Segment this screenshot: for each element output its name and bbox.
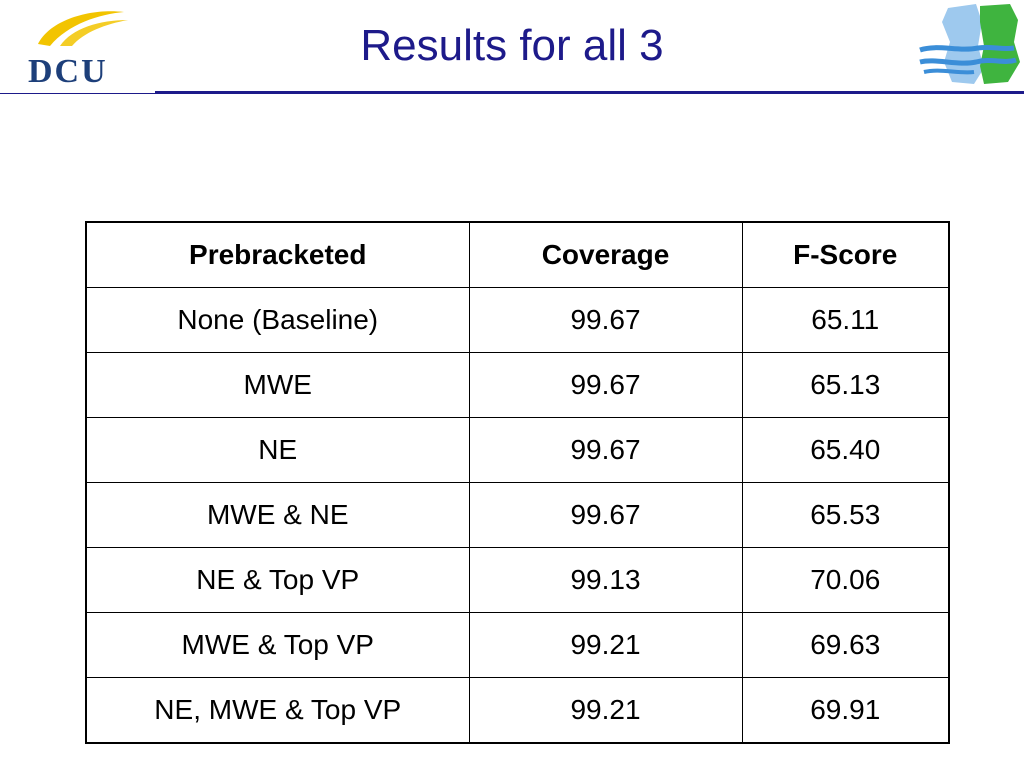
cell-f-score: 69.63	[741, 612, 950, 678]
table-row: NE 99.67 65.40	[85, 417, 950, 483]
cell-prebracketed: NE, MWE & Top VP	[85, 677, 470, 744]
cell-f-score: 69.91	[741, 677, 950, 744]
cell-f-score: 65.13	[741, 352, 950, 418]
cell-coverage: 99.67	[468, 417, 743, 483]
cell-f-score: 70.06	[741, 547, 950, 613]
cell-f-score: 65.11	[741, 287, 950, 353]
cell-f-score: 65.53	[741, 482, 950, 548]
dcu-logo-icon: DCU	[28, 11, 128, 88]
table-row: MWE & Top VP 99.21 69.63	[85, 612, 950, 678]
table-row: None (Baseline) 99.67 65.11	[85, 287, 950, 353]
cell-coverage: 99.67	[468, 287, 743, 353]
column-header-coverage: Coverage	[468, 221, 743, 288]
table-header-row: Prebracketed Coverage F-Score	[85, 221, 950, 288]
cell-prebracketed: NE & Top VP	[85, 547, 470, 613]
cell-prebracketed: MWE & NE	[85, 482, 470, 548]
table-row: NE & Top VP 99.13 70.06	[85, 547, 950, 613]
table-row: NE, MWE & Top VP 99.21 69.91	[85, 677, 950, 744]
table-row: MWE 99.67 65.13	[85, 352, 950, 418]
page-title: Results for all 3	[360, 21, 664, 70]
cell-coverage: 99.13	[468, 547, 743, 613]
cell-coverage: 99.21	[468, 677, 743, 744]
cell-prebracketed: MWE & Top VP	[85, 612, 470, 678]
header-rule-left	[0, 93, 155, 94]
ireland-map-icon	[919, 4, 1020, 84]
cell-coverage: 99.67	[468, 482, 743, 548]
cell-prebracketed: None (Baseline)	[85, 287, 470, 353]
cell-f-score: 65.40	[741, 417, 950, 483]
header-rule	[155, 91, 1024, 94]
column-header-f-score: F-Score	[741, 221, 950, 288]
results-table: Prebracketed Coverage F-Score None (Base…	[85, 221, 950, 744]
cell-coverage: 99.67	[468, 352, 743, 418]
table-row: MWE & NE 99.67 65.53	[85, 482, 950, 548]
column-header-prebracketed: Prebracketed	[85, 221, 470, 288]
cell-prebracketed: MWE	[85, 352, 470, 418]
cell-coverage: 99.21	[468, 612, 743, 678]
svg-text:DCU: DCU	[28, 53, 108, 88]
cell-prebracketed: NE	[85, 417, 470, 483]
